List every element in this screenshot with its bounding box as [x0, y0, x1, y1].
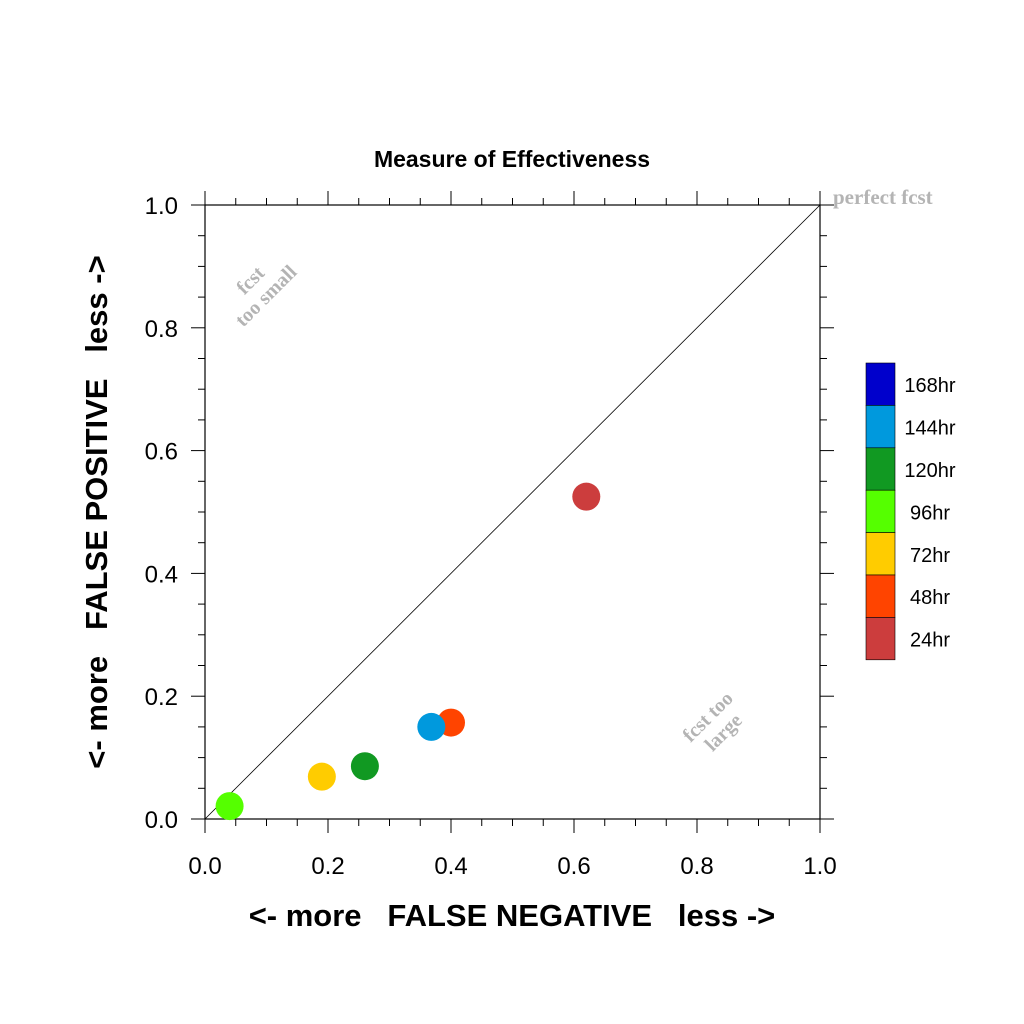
diagonal-line	[204, 204, 821, 820]
perfect-fcst-annotation: perfect fcst	[833, 185, 933, 209]
legend-label-24hr: 24hr	[910, 630, 950, 652]
y-axis-label: <- more FALSE POSITIVE less ->	[79, 255, 114, 768]
legend-swatch-168hr	[865, 362, 896, 406]
y-tick-label: 0.4	[145, 561, 178, 588]
point-96hr	[215, 792, 244, 821]
y-tick-label: 0.6	[145, 439, 178, 466]
legend-label-144hr: 144hr	[904, 418, 955, 440]
legend-label-168hr: 168hr	[904, 375, 955, 397]
legend-swatch-144hr	[865, 405, 896, 449]
legend-swatch-48hr	[865, 574, 896, 618]
legend-swatch-96hr	[865, 489, 896, 533]
x-tick-label: 0.0	[188, 853, 221, 880]
x-tick-label: 1.0	[803, 853, 836, 880]
tick-labels: 0.0 0.2 0.4 0.6 0.8 1.0 0.0 0.2 0.4 0.6 0.8 1.0	[145, 193, 837, 880]
x-axis-label: <- more FALSE NEGATIVE less ->	[249, 898, 776, 933]
too-large-annotation: fcst too large	[679, 688, 747, 756]
x-tick-label: 0.2	[311, 853, 344, 880]
x-tick-label: 0.4	[434, 853, 467, 880]
diagonal-reference-line	[204, 204, 821, 820]
data-points	[215, 482, 601, 821]
point-120hr	[350, 752, 379, 781]
point-72hr	[307, 762, 336, 791]
y-tick-label: 0.8	[145, 316, 178, 343]
chart-title: Measure of Effectiveness	[374, 146, 650, 172]
x-tick-label: 0.6	[557, 853, 590, 880]
too-small-annotation: fcst too small	[231, 261, 301, 331]
legend: 168hr 144hr 120hr 96hr 72hr 48hr 24hr	[865, 362, 956, 661]
too-small-line2: too small	[231, 261, 301, 331]
y-tick-label: 1.0	[145, 193, 178, 220]
y-tick-label: 0.0	[145, 807, 178, 834]
axis-ticks	[191, 191, 834, 833]
y-tick-label: 0.2	[145, 684, 178, 711]
legend-label-48hr: 48hr	[910, 587, 950, 609]
legend-swatch-72hr	[865, 532, 896, 576]
legend-swatch-24hr	[865, 617, 896, 661]
point-144hr	[417, 712, 446, 741]
legend-swatch-120hr	[865, 447, 896, 491]
legend-label-96hr: 96hr	[910, 502, 950, 524]
point-24hr	[572, 482, 601, 511]
legend-label-72hr: 72hr	[910, 545, 950, 567]
legend-label-120hr: 120hr	[904, 460, 955, 482]
x-tick-label: 0.8	[680, 853, 713, 880]
